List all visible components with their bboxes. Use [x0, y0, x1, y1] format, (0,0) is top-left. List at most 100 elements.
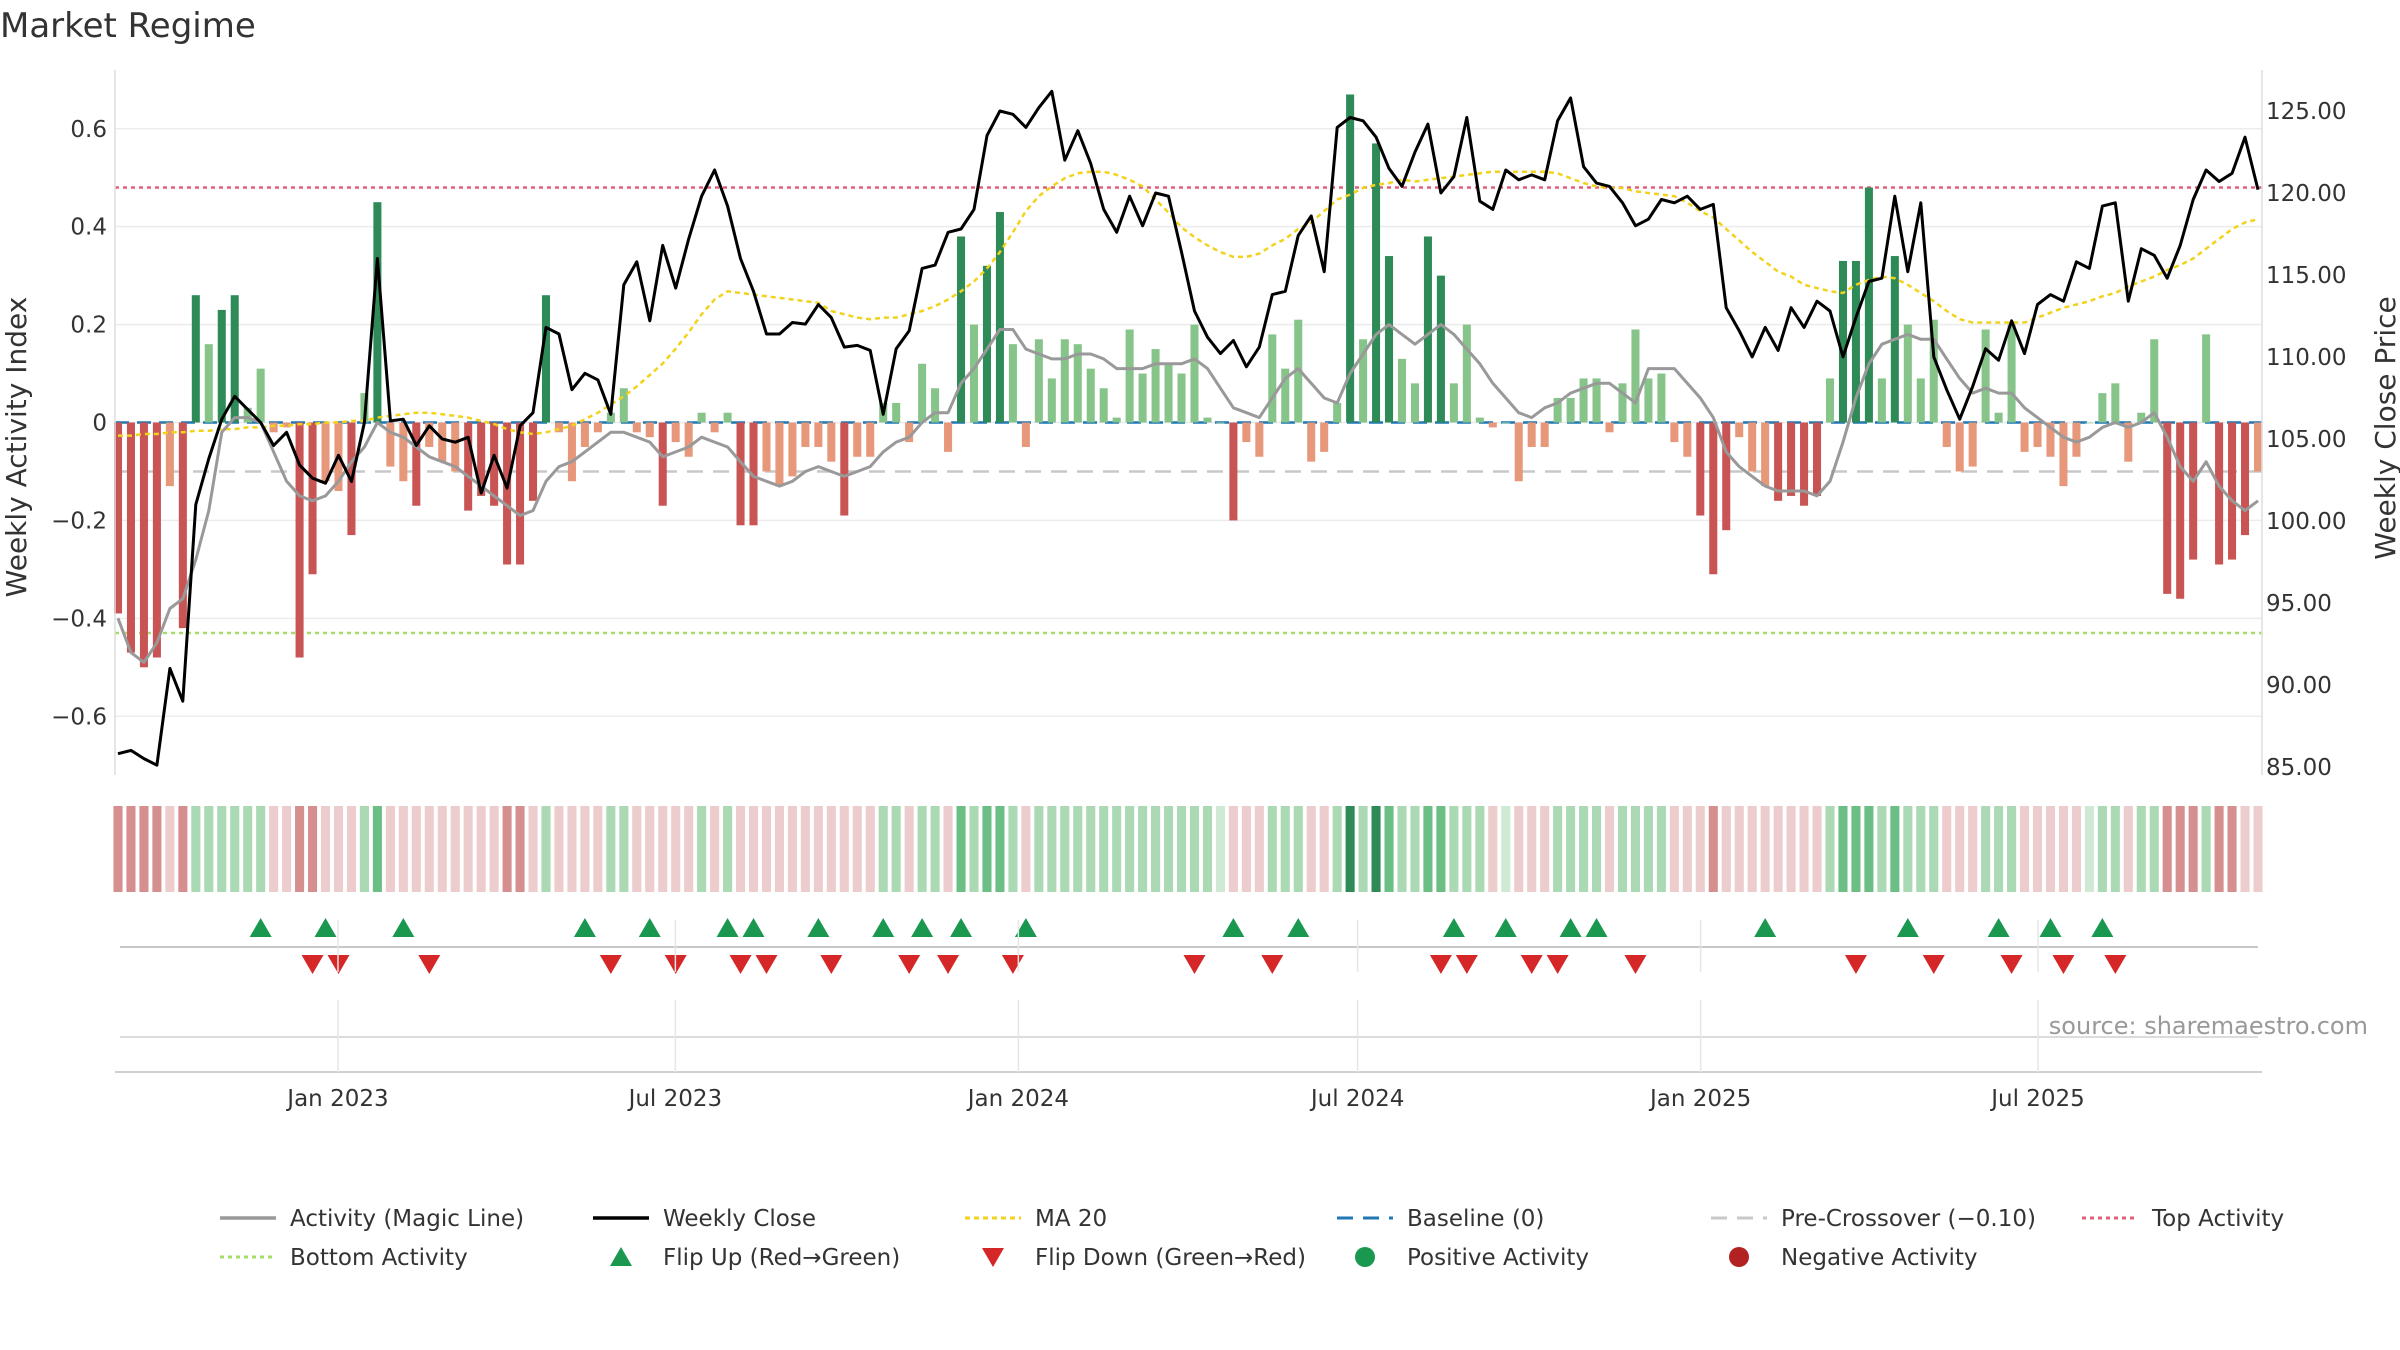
regime-strip-cell [619, 806, 629, 892]
regime-strip-cell [1073, 806, 1083, 892]
legend-label: Negative Activity [1781, 1245, 1978, 1271]
activity-bar [840, 422, 849, 516]
regime-strip-cell [1799, 806, 1809, 892]
regime-strip-cell [1864, 806, 1874, 892]
activity-bar [191, 295, 200, 423]
regime-strip-cell [424, 806, 434, 892]
activity-bar [2228, 422, 2237, 560]
activity-bar [1242, 422, 1251, 443]
flip-up-marker [950, 918, 973, 937]
regime-strip-cell [515, 806, 525, 892]
flip-up-marker [638, 918, 661, 937]
regime-strip-cell [476, 806, 486, 892]
y-tick-label-right: 100.00 [2266, 509, 2346, 535]
regime-strip-cell [282, 806, 292, 892]
regime-strip-cell [723, 806, 733, 892]
activity-bar [269, 422, 278, 433]
regime-strip-cell [152, 806, 162, 892]
regime-strip-cell [463, 806, 473, 892]
flip-down-marker [729, 955, 752, 974]
activity-bar [1281, 368, 1290, 423]
activity-bar [1540, 422, 1549, 447]
flip-up-marker [314, 918, 337, 937]
regime-strip-cell [1994, 806, 2004, 892]
activity-bar [256, 368, 265, 423]
activity-bar [1566, 398, 1575, 423]
flip-up-marker [911, 918, 934, 937]
regime-strip-cell [891, 806, 901, 892]
regime-strip-cell [1306, 806, 1316, 892]
activity-bar [2202, 334, 2211, 423]
regime-strip-cell [230, 806, 240, 892]
regime-strip-cell [930, 806, 940, 892]
activity-bar [1060, 339, 1069, 423]
legend-handle [1729, 1247, 1749, 1267]
activity-bar [944, 422, 953, 452]
regime-strip-cell [632, 806, 642, 892]
x-tick-label: Jan 2024 [966, 1086, 1069, 1112]
activity-bar [1488, 422, 1497, 428]
activity-bar [606, 412, 615, 423]
regime-strip-cell [295, 806, 305, 892]
activity-bar [645, 422, 654, 438]
activity-bar [113, 422, 123, 614]
activity-bar [1942, 422, 1951, 447]
axes: −0.6 −0.4 −0.2 0 0.2 0.4 0.6 85.00 90.00 95.00 100… [51, 70, 2346, 781]
regime-strip-cell [1034, 806, 1044, 892]
flip-up-marker [1585, 918, 1608, 937]
regime-strip-cell [982, 806, 992, 892]
flip-down-marker [2104, 955, 2127, 974]
flip-up-marker [872, 918, 895, 937]
regime-strip-cell [398, 806, 408, 892]
regime-strip-cell [1786, 806, 1796, 892]
activity-bar [1073, 344, 1082, 423]
regime-strip-cell [2097, 806, 2107, 892]
regime-strip-cell [333, 806, 344, 892]
regime-strip-cell [969, 806, 979, 892]
regime-strip-cell [554, 806, 564, 892]
activity-bar [1813, 422, 1822, 496]
regime-strip-cell [1617, 806, 1628, 892]
flip-down-marker [820, 955, 843, 974]
activity-bar [632, 422, 641, 433]
activity-bar [2189, 422, 2198, 560]
activity-bar [1372, 143, 1381, 423]
activity-bar [1397, 358, 1407, 423]
flip-up-marker [573, 918, 596, 937]
regime-strip-cell [2240, 806, 2250, 892]
regime-strip-cell [1189, 806, 1200, 892]
regime-strip-cell [359, 806, 369, 892]
regime-strip-cell [346, 806, 356, 892]
activity-bar [2176, 422, 2185, 599]
activity-bar [1916, 378, 1925, 423]
regime-strip-cell [489, 806, 499, 892]
regime-strip-cell [2007, 806, 2017, 892]
regime-strip-cell [1125, 806, 1135, 892]
regime-strip-cell [191, 806, 201, 892]
flip-down-marker [1183, 955, 1206, 974]
flip-up-marker [742, 918, 765, 937]
activity-bar [2253, 422, 2263, 472]
regime-strip-cell [1721, 806, 1731, 892]
legend-label: Positive Activity [1407, 1245, 1589, 1271]
regime-strip-cell [1604, 806, 1615, 892]
regime-strip-cell [658, 806, 668, 892]
legend-handle [982, 1248, 1004, 1267]
regime-strip-cell [541, 806, 551, 892]
regime-strip-cell [1682, 806, 1692, 892]
regime-strip-cell [1929, 806, 1939, 892]
regime-strip-cell [2188, 806, 2198, 892]
activity-bar [2033, 422, 2042, 447]
legend-label: Weekly Close [663, 1206, 816, 1232]
flip-up-marker [1287, 918, 1310, 937]
activity-bar [1657, 373, 1666, 423]
activity-bar [1268, 334, 1277, 423]
activity-bar [1955, 422, 1964, 472]
activity-bar [697, 412, 706, 423]
regime-strip-cell [2253, 806, 2263, 892]
activity-bar [2007, 324, 2016, 423]
activity-bar [684, 422, 693, 457]
regime-strip-cell [1592, 806, 1602, 892]
regime-strip-cell [1138, 806, 1148, 892]
